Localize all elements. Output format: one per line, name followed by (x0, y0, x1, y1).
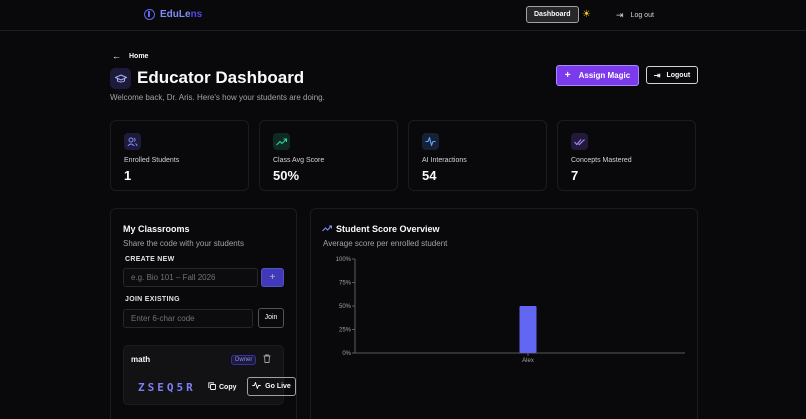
y-tick-label: 75% (339, 281, 352, 287)
class-code: ZSEQ5R (138, 381, 196, 394)
x-tick-label: Alex (522, 358, 534, 364)
go-live-button[interactable]: Go Live (247, 377, 296, 396)
users-icon (124, 133, 141, 150)
logout-link[interactable]: ⇥ Log out (616, 10, 654, 20)
plus-icon: + (269, 272, 276, 283)
log-out-icon: ⇥ (616, 10, 624, 20)
trending-up-icon (273, 133, 290, 150)
assign-magic-button[interactable]: + Assign Magic (556, 65, 639, 86)
stat-card-enrolled: Enrolled Students 1 (110, 120, 249, 191)
brand-name: EduLens (160, 9, 203, 20)
stat-value: 50% (273, 168, 300, 183)
stat-value: 54 (422, 168, 437, 183)
trending-up-icon (322, 224, 333, 234)
stat-card-concepts: Concepts Mastered 7 (557, 120, 696, 191)
stat-label: AI Interactions (422, 157, 467, 164)
classroom-name: math (131, 355, 151, 364)
top-navbar: EduLens Dashboard ☀ ⇥ Log out (0, 0, 806, 31)
sun-icon[interactable]: ☀ (582, 9, 591, 20)
check-check-icon (571, 133, 588, 150)
classroom-card (123, 345, 284, 405)
copy-icon (208, 382, 216, 392)
class-name-input[interactable]: e.g. Bio 101 – Fall 2026 (123, 268, 258, 287)
join-existing-label: JOIN EXISTING (125, 296, 180, 303)
arrow-left-icon: ← (112, 51, 121, 61)
create-new-label: CREATE NEW (125, 256, 175, 263)
score-bar (519, 306, 537, 353)
activity-icon (252, 381, 261, 391)
join-button[interactable]: Join (258, 308, 284, 328)
stat-card-avg-score: Class Avg Score 50% (259, 120, 398, 191)
activity-icon (422, 133, 439, 150)
copy-button[interactable]: Copy (208, 382, 237, 392)
stat-label: Class Avg Score (273, 157, 325, 164)
join-code-input[interactable]: Enter 6-char code (123, 309, 253, 328)
score-bar-chart: 0% 25% 50% 75% 100% Alex (336, 257, 685, 364)
classrooms-title: My Classrooms (123, 224, 190, 234)
graduation-cap-icon (110, 68, 131, 89)
create-class-button[interactable]: + (261, 268, 284, 287)
stat-label: Enrolled Students (124, 157, 180, 164)
stat-label: Concepts Mastered (571, 157, 632, 164)
y-tick-label: 50% (339, 304, 352, 310)
breadcrumb-home[interactable]: ← Home (112, 51, 149, 61)
stat-value: 7 (571, 168, 579, 183)
logout-button[interactable]: ⇥ Logout (646, 66, 698, 84)
plus-icon: + (564, 70, 571, 81)
stat-value: 1 (124, 168, 132, 183)
y-tick-label: 0% (342, 351, 351, 357)
classrooms-subtitle: Share the code with your students (123, 239, 244, 248)
brand-icon (144, 9, 155, 20)
log-out-icon: ⇥ (653, 70, 661, 80)
y-tick-label: 100% (336, 257, 352, 263)
page-subtitle: Welcome back, Dr. Aris. Here's how your … (110, 93, 325, 102)
dashboard-nav-button[interactable]: Dashboard (526, 6, 579, 23)
overview-subtitle: Average score per enrolled student (323, 239, 448, 248)
stat-card-ai-interactions: AI Interactions 54 (408, 120, 547, 191)
brand-logo[interactable]: EduLens (144, 9, 202, 20)
owner-badge: Owner (231, 355, 256, 365)
score-overview-panel (310, 208, 698, 419)
trash-icon[interactable] (263, 354, 271, 365)
page-title: Educator Dashboard (137, 68, 305, 87)
overview-title: Student Score Overview (336, 224, 440, 234)
y-tick-label: 25% (339, 328, 352, 334)
